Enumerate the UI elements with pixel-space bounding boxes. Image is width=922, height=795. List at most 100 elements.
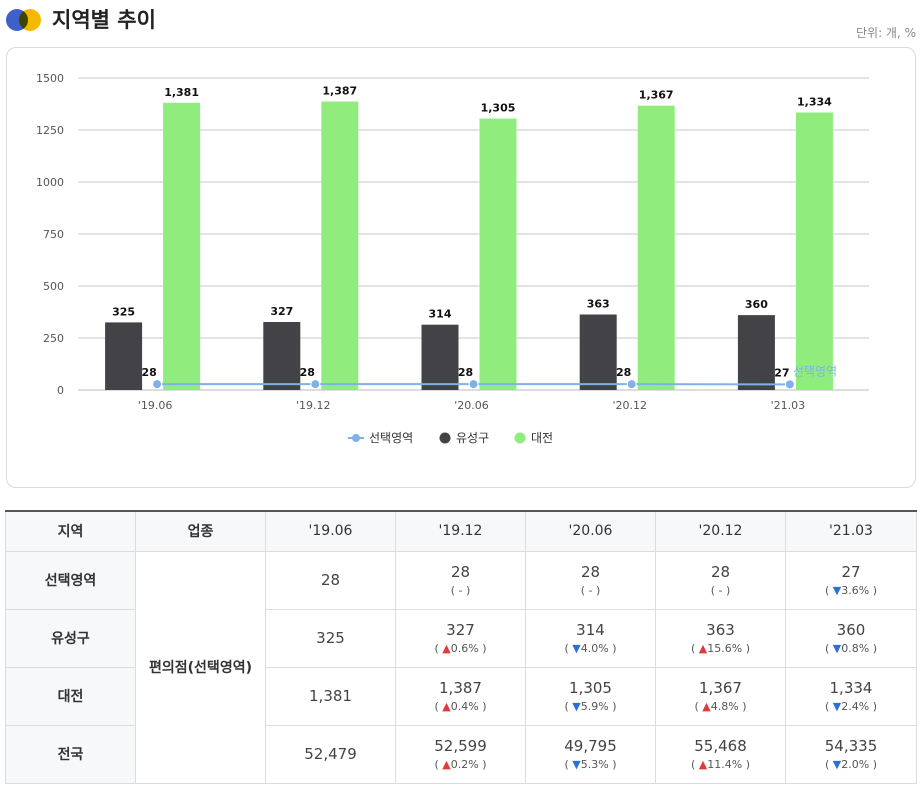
- cell-value: 1,387: [439, 678, 482, 697]
- cell-value: 327: [446, 620, 475, 639]
- chart-container: 0 250 500 750 1000 1250 1500 325 1,381 '19.06 327 1…: [6, 47, 916, 488]
- y-tick-label: 1500: [36, 72, 64, 85]
- table-cell: 1,367 ( ▲4.8% ): [655, 666, 786, 726]
- cell-change: ( ▲0.2% ): [434, 757, 487, 771]
- table-cell: 1,387 ( ▲0.4% ): [395, 666, 526, 726]
- cell-change: ( - ): [580, 583, 601, 597]
- bar-daejeon: [163, 102, 201, 390]
- bar-data-label: 360: [745, 298, 768, 311]
- table-cell: 28 ( - ): [655, 550, 786, 610]
- cell-change: ( - ): [710, 583, 731, 597]
- table-cell: 52,599 ( ▲0.2% ): [395, 724, 526, 784]
- header-period: '19.06: [265, 510, 396, 552]
- cell-value: 52,599: [434, 736, 487, 755]
- legend-label: 유성구: [456, 431, 489, 445]
- bar-data-label: 325: [112, 305, 135, 318]
- table-row: 유성구 325 327 ( ▲0.6% ) 314 ( ▼4.0% ) 363 ( ▲15.6…: [5, 608, 917, 668]
- table-cell: 27 ( ▼3.6% ): [785, 550, 917, 610]
- cell-value: 28: [450, 562, 471, 581]
- row-region-label: 전국: [5, 724, 136, 784]
- line-data-label: 28: [616, 366, 631, 379]
- down-arrow-icon: ▼: [572, 641, 581, 655]
- trend-chart: 0 250 500 750 1000 1250 1500 325 1,381 '19.06 327 1…: [36, 72, 869, 445]
- section-header: 지역별 추이 단위: 개, %: [6, 6, 916, 40]
- table-cell: 52,479: [265, 724, 396, 784]
- line-data-label: 28: [458, 366, 473, 379]
- table-cell: 363 ( ▲15.6% ): [655, 608, 786, 668]
- cell-change: ( - ): [450, 583, 471, 597]
- cell-value: 314: [576, 620, 605, 639]
- cell-value: 363: [706, 620, 735, 639]
- bar-daejeon: [479, 118, 517, 390]
- cell-change: ( ▲0.4% ): [434, 699, 487, 713]
- bar-data-label: 327: [270, 305, 293, 318]
- x-tick-label: '19.06: [138, 399, 173, 412]
- up-arrow-icon: ▲: [442, 699, 451, 713]
- up-arrow-icon: ▲: [698, 641, 708, 655]
- bar-daejeon: [321, 101, 359, 390]
- bar-daejeon: [795, 112, 833, 390]
- row-region-label: 유성구: [5, 608, 136, 668]
- bar-data-label: 1,305: [481, 102, 516, 115]
- table-cell: 327 ( ▲0.6% ): [395, 608, 526, 668]
- cell-value: 28: [580, 562, 601, 581]
- y-tick-label: 1250: [36, 124, 64, 137]
- bar-data-label: 1,387: [322, 85, 357, 98]
- x-tick-label: '20.12: [612, 399, 647, 412]
- bar-yuseong: [105, 322, 143, 390]
- header-period: '21.03: [785, 510, 917, 552]
- cell-change: ( ▲15.6% ): [691, 641, 750, 655]
- cell-value: 360: [836, 620, 866, 639]
- bar-data-label: 1,381: [164, 86, 199, 99]
- y-tick-label: 500: [43, 280, 64, 293]
- table-cell: 1,334 ( ▼2.4% ): [785, 666, 917, 726]
- table-row: 대전 1,381 1,387 ( ▲0.4% ) 1,305 ( ▼5.9% ) 1,367…: [5, 666, 917, 726]
- row-region-label: 대전: [5, 666, 136, 726]
- cell-value: 49,795: [564, 736, 617, 755]
- cell-value: 52,479: [304, 745, 357, 763]
- logo-icon: [6, 8, 46, 32]
- line-point: [468, 379, 479, 390]
- cell-change: ( ▼5.9% ): [564, 699, 617, 713]
- table-cell: 28 ( - ): [525, 550, 656, 610]
- y-tick-label: 0: [57, 384, 64, 397]
- cell-value: 1,367: [699, 678, 742, 697]
- cell-value: 1,305: [569, 678, 612, 697]
- cell-value: 55,468: [694, 736, 747, 755]
- bar-data-label: 1,334: [797, 96, 832, 109]
- down-arrow-icon: ▼: [832, 699, 842, 713]
- category-cell: 편의점(선택영역): [135, 550, 266, 784]
- table-cell: 28 ( - ): [395, 550, 526, 610]
- table-cell: 360 ( ▼0.8% ): [785, 608, 917, 668]
- line-point: [310, 379, 321, 390]
- up-arrow-icon: ▲: [702, 699, 711, 713]
- cell-change: ( ▲11.4% ): [691, 757, 750, 771]
- table-cell: 55,468 ( ▲11.4% ): [655, 724, 786, 784]
- header-region: 지역: [5, 510, 136, 552]
- legend-label: 대전: [531, 431, 553, 445]
- bar-data-label: 363: [587, 297, 610, 310]
- line-data-label: 27: [774, 366, 789, 379]
- cell-change: ( ▼2.0% ): [825, 757, 877, 771]
- table-cell: 28: [265, 550, 396, 610]
- cell-change: ( ▼2.4% ): [825, 699, 877, 713]
- bar-yuseong: [737, 315, 775, 390]
- header-category: 업종: [135, 510, 266, 552]
- table-cell: 325: [265, 608, 396, 668]
- table-cell: 49,795 ( ▼5.3% ): [525, 724, 656, 784]
- cell-value: 325: [316, 629, 345, 647]
- bar-yuseong: [263, 321, 301, 390]
- legend-line-dot: [352, 434, 360, 442]
- table-cell: 1,381: [265, 666, 396, 726]
- bar-daejeon: [637, 105, 675, 390]
- row-region-label: 선택영역: [5, 550, 136, 610]
- cell-value: 1,381: [309, 687, 352, 705]
- down-arrow-icon: ▼: [572, 699, 581, 713]
- down-arrow-icon: ▼: [832, 757, 842, 771]
- cell-value: 28: [320, 571, 341, 589]
- table-cell: 314 ( ▼4.0% ): [525, 608, 656, 668]
- legend-marker-daejeon: [514, 432, 526, 444]
- line-point: [152, 379, 163, 390]
- section-title: 지역별 추이: [52, 8, 156, 32]
- bar-yuseong: [579, 314, 617, 390]
